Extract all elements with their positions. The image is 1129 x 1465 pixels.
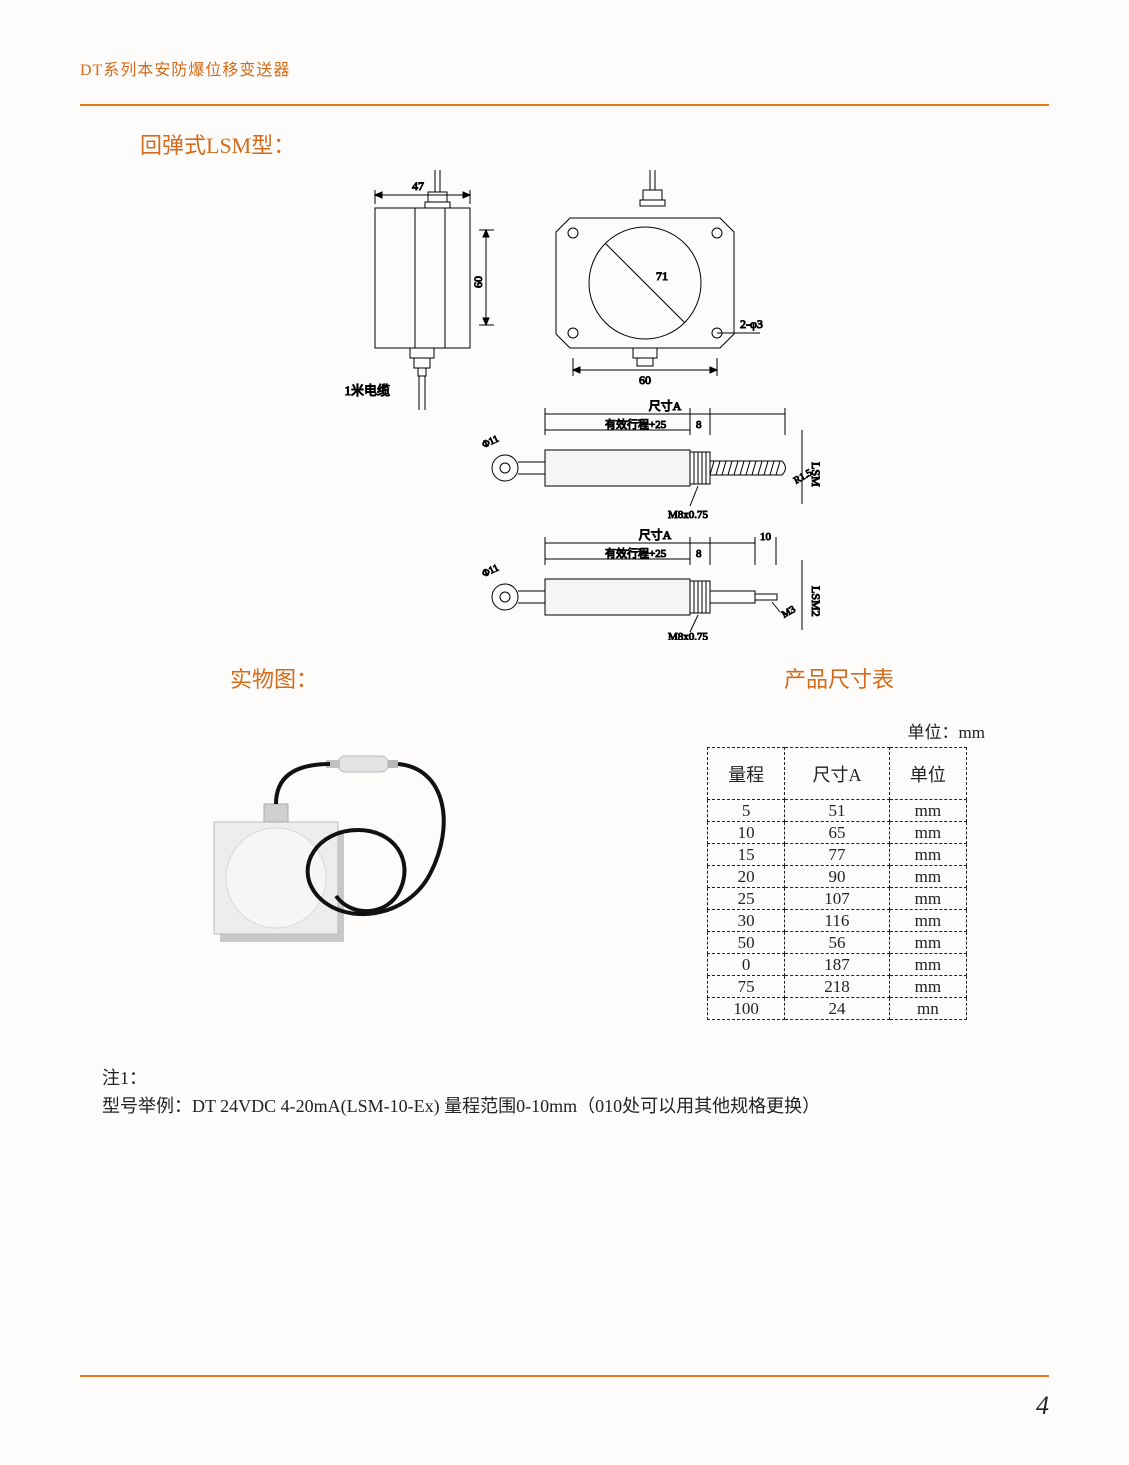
cable-label: 1米电缆: [344, 383, 390, 398]
gap-2: 8: [696, 548, 702, 560]
table-cell: 24: [785, 998, 889, 1020]
table-cell: 107: [785, 888, 889, 910]
note-line-1: 注1：: [102, 1064, 1049, 1092]
table-cell: mm: [889, 910, 966, 932]
table-cell: 5: [708, 800, 785, 822]
table-row: 5056mm: [708, 932, 967, 954]
table-row: 25107mm: [708, 888, 967, 910]
table-cell: 65: [785, 822, 889, 844]
table-row: 0187mm: [708, 954, 967, 976]
dim-47: 47: [412, 179, 424, 193]
page-container: DT系列本安防爆位移变送器 回弹式LSM型：: [0, 0, 1129, 1465]
photo-title: 实物图：: [230, 662, 540, 694]
table-cell: mm: [889, 976, 966, 998]
dia-1: Φ11: [481, 434, 501, 451]
table-row: 1065mm: [708, 822, 967, 844]
table-cell: 116: [785, 910, 889, 932]
face-plate: 71 2-φ3 60: [556, 170, 763, 387]
technical-diagram: 47 60 1米电缆: [260, 170, 820, 640]
table-cell: mm: [889, 932, 966, 954]
gap-1: 8: [696, 419, 702, 431]
table-cell: 75: [708, 976, 785, 998]
table-cell: 90: [785, 866, 889, 888]
ext-2: 10: [760, 531, 772, 543]
dim-60-side: 60: [471, 276, 485, 288]
table-cell: mm: [889, 954, 966, 976]
unit-label: 单位：mm: [689, 718, 989, 743]
table-cell: mn: [889, 998, 966, 1020]
cylinder-lsm: 尺寸A 有效行程+25 8 Φ11: [481, 399, 820, 521]
dim-71: 71: [656, 269, 668, 283]
table-cell: 51: [785, 800, 889, 822]
table-cell: 187: [785, 954, 889, 976]
th-unit: 单位: [889, 748, 966, 800]
notes-block: 注1： 型号举例：DT 24VDC 4-20mA(LSM-10-Ex) 量程范围…: [102, 1064, 1049, 1120]
type-lsm: LSM: [809, 462, 820, 487]
dimension-table: 量程 尺寸A 单位 551mm1065mm1577mm2090mm25107mm…: [707, 747, 967, 1020]
table-column: 产品尺寸表 单位：mm 量程 尺寸A 单位 551mm1065mm1577mm2…: [689, 662, 989, 1020]
stroke-2: 有效行程+25: [605, 546, 667, 560]
thread-2: M8x0.75: [668, 631, 709, 640]
table-cell: 100: [708, 998, 785, 1020]
thread-1: M8x0.75: [668, 509, 709, 521]
table-cell: 30: [708, 910, 785, 932]
lower-section: 实物图：: [80, 662, 1049, 1020]
table-cell: 50: [708, 932, 785, 954]
footer-divider: [80, 1375, 1049, 1377]
hole-label: 2-φ3: [740, 317, 763, 331]
header-divider: [80, 104, 1049, 106]
table-row: 30116mm: [708, 910, 967, 932]
note-line-2: 型号举例：DT 24VDC 4-20mA(LSM-10-Ex) 量程范围0-10…: [102, 1092, 1049, 1120]
table-cell: mm: [889, 844, 966, 866]
type-lsm2: LSM2: [809, 586, 820, 617]
table-cell: 56: [785, 932, 889, 954]
table-cell: 10: [708, 822, 785, 844]
th-range: 量程: [708, 748, 785, 800]
sizeA-1: 尺寸A: [649, 399, 682, 413]
table-row: 551mm: [708, 800, 967, 822]
m3-2: M3: [780, 604, 798, 620]
cylinder-lsm2: 尺寸A 有效行程+25 8 10 Φ11: [481, 528, 820, 640]
dim-60-face: 60: [639, 373, 651, 387]
table-header-row: 量程 尺寸A 单位: [708, 748, 967, 800]
table-row: 10024mn: [708, 998, 967, 1020]
table-cell: 20: [708, 866, 785, 888]
page-number: 4: [1036, 1391, 1049, 1421]
table-title: 产品尺寸表: [689, 662, 989, 694]
header-title: DT系列本安防爆位移变送器: [80, 56, 1049, 80]
table-cell: mm: [889, 800, 966, 822]
side-view-box: 47 60 1米电缆: [344, 170, 494, 410]
table-row: 1577mm: [708, 844, 967, 866]
table-cell: mm: [889, 822, 966, 844]
stroke-1: 有效行程+25: [605, 417, 667, 431]
table-row: 2090mm: [708, 866, 967, 888]
table-cell: 15: [708, 844, 785, 866]
table-cell: mm: [889, 866, 966, 888]
table-cell: mm: [889, 888, 966, 910]
table-row: 75218mm: [708, 976, 967, 998]
sizeA-2: 尺寸A: [639, 528, 672, 542]
product-photo: [200, 734, 460, 964]
th-sizeA: 尺寸A: [785, 748, 889, 800]
table-cell: 0: [708, 954, 785, 976]
photo-column: 实物图：: [160, 662, 540, 1020]
table-cell: 218: [785, 976, 889, 998]
table-cell: 77: [785, 844, 889, 866]
section-title-lsm: 回弹式LSM型：: [140, 128, 1049, 160]
dia-2: Φ11: [481, 563, 501, 580]
table-cell: 25: [708, 888, 785, 910]
